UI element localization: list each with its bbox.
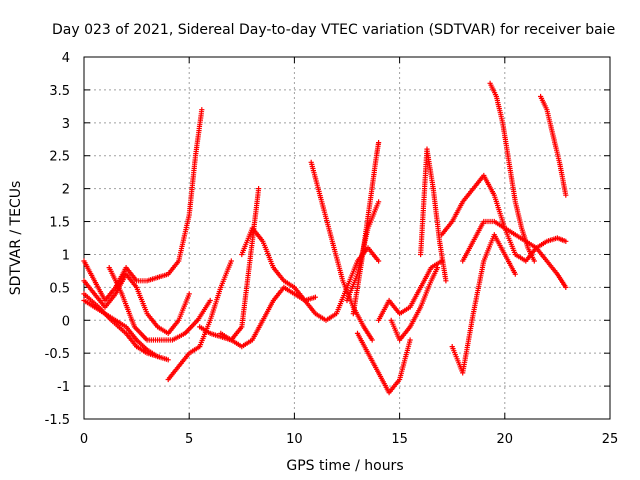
plot-frame [83, 56, 611, 420]
series-arc-18 [460, 218, 569, 290]
x-axis-ticks: 0 5 10 15 20 25 [80, 57, 618, 447]
series-arc-12 [350, 140, 382, 317]
y-tick-label: 2.5 [49, 150, 70, 165]
data-marks [81, 80, 569, 396]
x-tick-label: 5 [185, 432, 193, 447]
data-point-markers [538, 93, 569, 198]
y-axis-ticks: -1.5 -1 -0.5 0 0.5 1 1.5 2 2.5 3 3.5 4 [45, 51, 610, 428]
y-tick-label: 2 [62, 183, 70, 198]
data-point-markers [449, 232, 518, 376]
y-axis-label: SDTVAR / TECUs [8, 181, 24, 296]
y-tick-label: -0.5 [45, 347, 70, 362]
y-tick-label: 1.5 [49, 216, 70, 231]
chart-title: Day 023 of 2021, Sidereal Day-to-day VTE… [52, 22, 615, 38]
x-tick-label: 0 [80, 432, 88, 447]
y-tick-label: -1.5 [45, 413, 70, 428]
series-arc-4 [81, 291, 161, 360]
series-arc-13 [354, 330, 413, 396]
data-point-markers [350, 140, 382, 317]
series-arc-20 [487, 80, 537, 264]
y-tick-label: 0 [62, 314, 70, 329]
data-point-markers [354, 330, 413, 396]
x-tick-label: 20 [497, 432, 514, 447]
series-arc-2 [81, 271, 192, 336]
series-arc-1 [81, 107, 205, 304]
y-tick-label: 3.5 [49, 84, 70, 99]
series-arc-17 [439, 172, 569, 264]
data-point-markers [165, 258, 234, 383]
grid-lines [84, 57, 610, 419]
y-tick-label: 1 [62, 248, 70, 263]
y-tick-label: 0.5 [49, 281, 70, 296]
data-point-markers [106, 265, 213, 343]
data-point-markers [376, 258, 445, 323]
series-arc-5 [106, 265, 213, 343]
series-arc-14 [376, 258, 445, 323]
series-arc-19 [449, 232, 518, 376]
data-point-markers [388, 265, 441, 343]
y-tick-label: -1 [57, 380, 70, 395]
data-point-markers [487, 80, 537, 264]
series-arc-21 [538, 93, 569, 198]
x-tick-label: 10 [286, 432, 303, 447]
data-point-markers [418, 146, 449, 284]
x-axis-label: GPS time / hours [286, 458, 403, 474]
y-tick-label: 4 [62, 51, 70, 66]
data-point-markers [81, 271, 192, 336]
data-point-markers [460, 218, 569, 290]
data-point-markers [439, 172, 569, 264]
series-arc-15 [388, 265, 441, 343]
data-point-markers [218, 284, 318, 350]
x-tick-label: 25 [602, 432, 619, 447]
data-point-markers [81, 291, 161, 360]
x-tick-label: 15 [391, 432, 408, 447]
data-point-markers [81, 107, 205, 304]
series-arc-6 [165, 258, 234, 383]
series-arc-8 [218, 284, 318, 350]
y-tick-label: 3 [62, 117, 70, 132]
series-arc-16 [418, 146, 449, 284]
